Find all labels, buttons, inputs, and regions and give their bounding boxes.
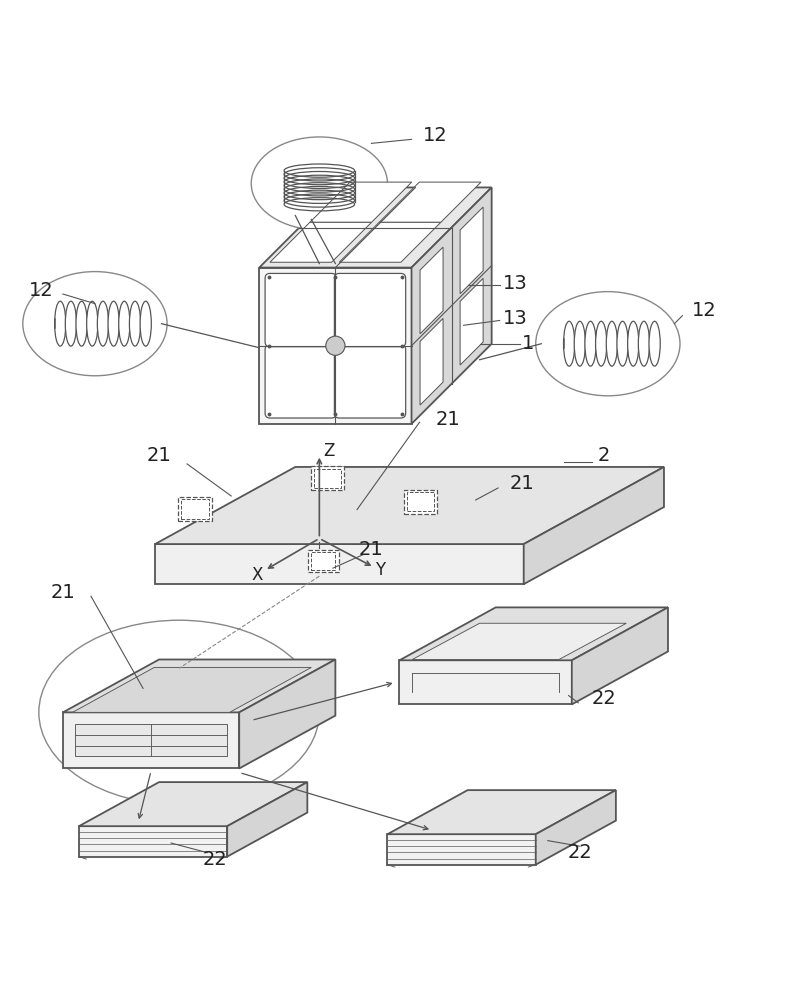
Text: 2: 2: [598, 446, 610, 465]
Polygon shape: [412, 187, 491, 424]
Ellipse shape: [563, 321, 575, 366]
Ellipse shape: [23, 272, 167, 376]
Ellipse shape: [140, 301, 151, 346]
Ellipse shape: [536, 292, 680, 396]
Text: Y: Y: [375, 561, 385, 579]
Polygon shape: [155, 544, 524, 584]
Ellipse shape: [585, 321, 596, 366]
Polygon shape: [420, 318, 443, 405]
Text: X: X: [251, 566, 262, 584]
Polygon shape: [460, 207, 483, 294]
Ellipse shape: [76, 301, 87, 346]
Ellipse shape: [628, 321, 639, 366]
Text: 21: 21: [435, 410, 460, 429]
Text: 13: 13: [504, 309, 528, 328]
Text: 22: 22: [567, 843, 592, 862]
Ellipse shape: [86, 301, 98, 346]
Text: 1: 1: [521, 334, 534, 353]
Text: 22: 22: [203, 850, 228, 869]
Text: 21: 21: [147, 446, 171, 465]
Ellipse shape: [65, 301, 77, 346]
Ellipse shape: [575, 321, 585, 366]
Text: 12: 12: [29, 281, 53, 300]
FancyBboxPatch shape: [265, 345, 337, 418]
Polygon shape: [259, 187, 491, 268]
Polygon shape: [63, 659, 336, 712]
Polygon shape: [75, 724, 228, 756]
Polygon shape: [524, 467, 664, 584]
Polygon shape: [420, 247, 443, 334]
Ellipse shape: [638, 321, 650, 366]
Polygon shape: [339, 222, 441, 262]
Ellipse shape: [39, 620, 320, 805]
Text: 13: 13: [504, 274, 528, 293]
FancyBboxPatch shape: [404, 490, 437, 514]
FancyBboxPatch shape: [407, 492, 434, 511]
Ellipse shape: [649, 321, 660, 366]
FancyBboxPatch shape: [312, 552, 336, 570]
Ellipse shape: [55, 301, 66, 346]
FancyBboxPatch shape: [314, 469, 341, 488]
Polygon shape: [270, 222, 372, 262]
Polygon shape: [460, 278, 483, 365]
Polygon shape: [572, 607, 668, 704]
Polygon shape: [379, 182, 481, 222]
Text: 21: 21: [510, 474, 534, 493]
Ellipse shape: [98, 301, 109, 346]
Text: 21: 21: [359, 540, 384, 559]
Polygon shape: [63, 712, 239, 768]
Text: 12: 12: [692, 301, 717, 320]
Polygon shape: [387, 834, 536, 865]
Polygon shape: [228, 782, 307, 857]
FancyBboxPatch shape: [265, 273, 337, 347]
Polygon shape: [79, 782, 307, 826]
Polygon shape: [73, 667, 312, 712]
FancyBboxPatch shape: [334, 345, 406, 418]
Text: Z: Z: [324, 442, 335, 460]
Polygon shape: [79, 826, 228, 857]
FancyBboxPatch shape: [182, 499, 209, 519]
Ellipse shape: [606, 321, 617, 366]
Text: 21: 21: [51, 583, 75, 602]
Polygon shape: [412, 623, 626, 659]
Polygon shape: [259, 268, 412, 424]
FancyBboxPatch shape: [334, 273, 406, 347]
Polygon shape: [399, 660, 572, 704]
Polygon shape: [536, 790, 616, 865]
Polygon shape: [155, 467, 664, 544]
Ellipse shape: [326, 336, 345, 355]
Polygon shape: [310, 182, 412, 222]
Ellipse shape: [617, 321, 628, 366]
FancyBboxPatch shape: [308, 550, 339, 572]
Ellipse shape: [119, 301, 130, 346]
Text: 22: 22: [592, 689, 617, 708]
Polygon shape: [387, 790, 616, 834]
Ellipse shape: [108, 301, 119, 346]
Polygon shape: [399, 607, 668, 660]
FancyBboxPatch shape: [311, 466, 345, 490]
FancyBboxPatch shape: [178, 497, 212, 521]
Ellipse shape: [596, 321, 607, 366]
Ellipse shape: [251, 137, 387, 230]
Text: 12: 12: [423, 126, 448, 145]
Ellipse shape: [129, 301, 140, 346]
Polygon shape: [239, 659, 336, 768]
